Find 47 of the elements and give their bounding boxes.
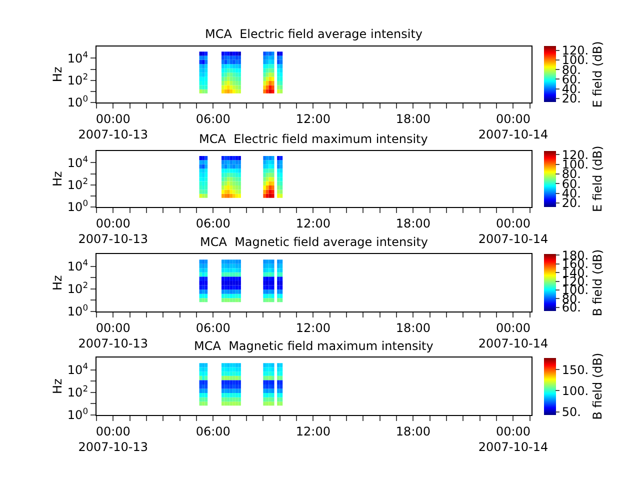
y-axis-title: Hz (50, 171, 65, 187)
y-tick-label: 10$^{0}$ (67, 302, 88, 319)
y-axis-title: Hz (50, 378, 65, 394)
x-tick-label: 06:00 (196, 320, 230, 335)
x-tick-label: 18:00 (396, 216, 431, 230)
x-tick-label: 00:00 2007-10-14 (478, 216, 548, 246)
y-tick-label: 10$^{4}$ (67, 154, 88, 170)
x-tick-label: 00:00 2007-10-13 (78, 112, 148, 142)
chart-title: MCA Magnetic field maximum intensity (194, 339, 434, 353)
chart-title: MCA Electric field average intensity (205, 27, 423, 41)
y-tick-label: 10$^{2}$ (67, 384, 88, 400)
color-bar-title: E field (dB) (590, 41, 605, 108)
x-tick-label: 12:00 (296, 424, 330, 438)
color-bar-title: B field (dB) (590, 249, 605, 316)
y-tick-label: 10$^{4}$ (67, 361, 88, 378)
x-tick-label: 12:00 (296, 216, 330, 230)
x-tick-label: 00:00 2007-10-14 (478, 112, 548, 142)
color-bar-label: 150. (562, 362, 589, 377)
x-tick-label: 18:00 (396, 320, 431, 335)
y-tick-label: 10$^{0}$ (67, 198, 88, 214)
x-tick-label: 00:00 2007-10-13 (78, 216, 148, 246)
chart-title: MCA Magnetic field average intensity (200, 235, 428, 249)
chart-title: MCA Electric field maximum intensity (199, 132, 428, 146)
x-tick-label: 18:00 (396, 424, 431, 438)
color-bar-title: E field (dB) (590, 146, 605, 212)
y-axis-title: Hz (50, 66, 65, 82)
y-axis-title: Hz (50, 275, 65, 290)
x-tick-label: 06:00 (196, 424, 230, 438)
y-tick-label: 10$^{2}$ (67, 176, 88, 192)
x-tick-label: 00:00 2007-10-14 (478, 424, 548, 454)
y-tick-label: 10$^{0}$ (67, 406, 88, 422)
color-bar-label: 100. (562, 384, 589, 398)
x-tick-label: 18:00 (396, 112, 431, 126)
color-bar-label: 50. (562, 405, 581, 420)
y-tick-label: 10$^{4}$ (67, 49, 88, 66)
color-bar-title: B field (dB) (590, 352, 605, 420)
x-tick-label: 00:00 2007-10-13 (78, 424, 148, 454)
y-tick-label: 10$^{2}$ (67, 72, 88, 88)
x-tick-label: 06:00 (196, 216, 230, 230)
x-tick-label: 00:00 2007-10-14 (478, 320, 548, 350)
x-tick-label: 12:00 (296, 112, 330, 126)
x-tick-label: 00:00 2007-10-13 (78, 320, 148, 350)
y-tick-label: 10$^{2}$ (67, 280, 88, 296)
x-tick-label: 06:00 (196, 112, 230, 126)
y-tick-label: 10$^{0}$ (67, 94, 88, 110)
x-tick-label: 12:00 (296, 320, 330, 335)
y-tick-label: 10$^{4}$ (67, 258, 88, 274)
